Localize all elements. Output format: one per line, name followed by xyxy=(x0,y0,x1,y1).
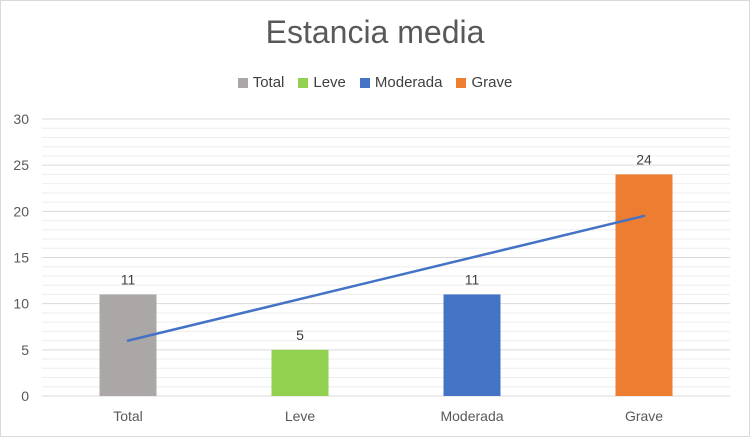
bar-moderada xyxy=(443,294,501,396)
y-tick-label: 25 xyxy=(13,157,29,173)
legend-item-grave: Grave xyxy=(456,74,512,91)
y-tick-label: 30 xyxy=(13,111,29,127)
y-tick-label: 20 xyxy=(13,203,29,219)
x-tick-label: Leve xyxy=(285,408,316,424)
legend-swatch-grave xyxy=(456,77,467,88)
x-tick-label: Total xyxy=(113,408,143,424)
data-label: 24 xyxy=(636,151,652,167)
x-tick-label: Grave xyxy=(625,408,663,424)
legend-item-moderada: Moderada xyxy=(359,74,443,91)
chart-legend: Total Leve Moderada Grave xyxy=(0,74,750,91)
legend-swatch-leve xyxy=(298,77,309,88)
y-tick-label: 15 xyxy=(13,250,29,266)
bar-total xyxy=(99,294,157,396)
y-tick-label: 10 xyxy=(13,296,29,312)
x-tick-label: Moderada xyxy=(440,408,503,424)
trendline xyxy=(126,214,646,342)
legend-label-leve: Leve xyxy=(313,74,346,91)
data-label: 11 xyxy=(465,271,480,287)
y-tick-label: 0 xyxy=(21,388,29,404)
bar-grave xyxy=(615,174,673,396)
data-label: 11 xyxy=(121,271,136,287)
legend-item-leve: Leve xyxy=(298,74,346,91)
data-label: 5 xyxy=(296,327,304,343)
y-tick-label: 5 xyxy=(21,342,29,358)
legend-label-grave: Grave xyxy=(471,74,513,91)
legend-item-total: Total xyxy=(237,74,285,91)
legend-label-total: Total xyxy=(252,74,285,91)
bar-leve xyxy=(271,349,329,396)
legend-swatch-moderada xyxy=(359,77,370,88)
legend-swatch-total xyxy=(237,77,248,88)
legend-label-moderada: Moderada xyxy=(374,74,443,91)
chart-title: Estancia media xyxy=(265,14,485,50)
